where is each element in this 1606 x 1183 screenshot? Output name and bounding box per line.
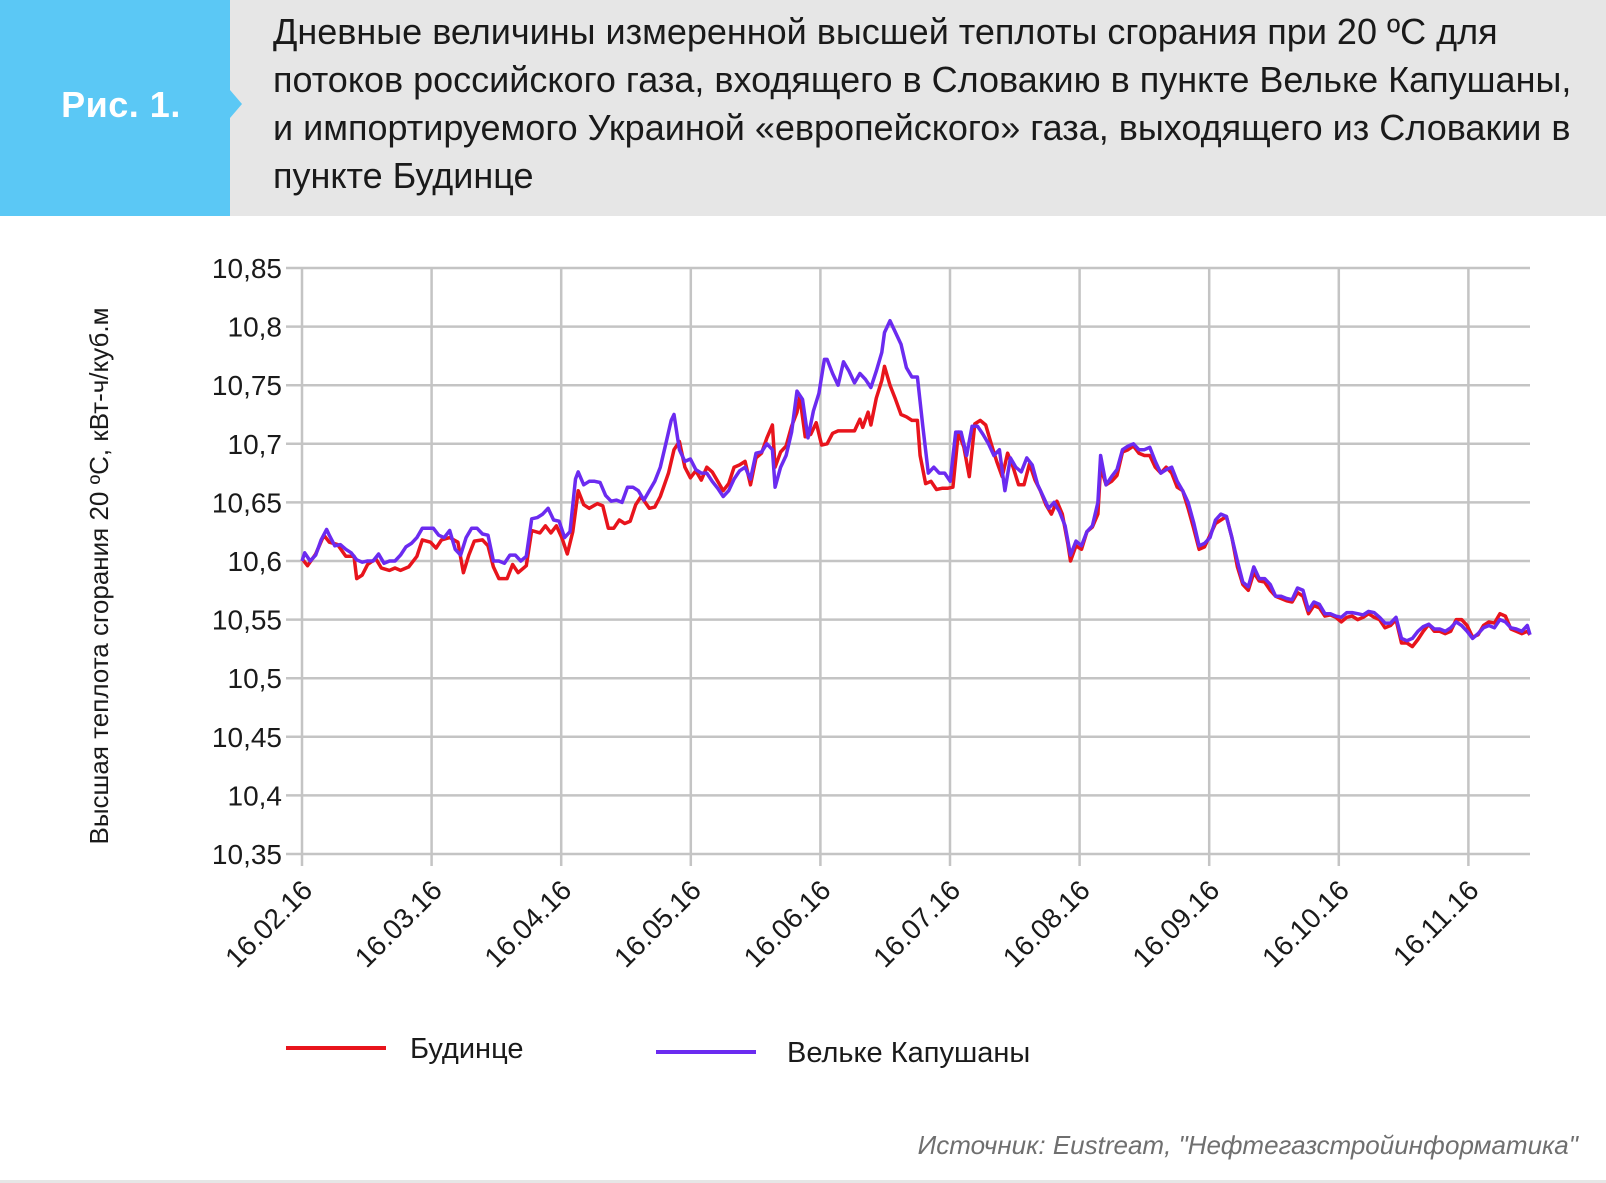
source-note: Источник: Eustream, "Нефтегазстройинформ…	[917, 1130, 1578, 1160]
y-tick-label: 10,55	[212, 605, 282, 636]
x-tick-label: 16.05.16	[608, 874, 707, 973]
legend-label-velke-kapushany: Вельке Капушаны	[787, 1037, 1030, 1069]
x-tick-label: 16.09.16	[1126, 874, 1225, 973]
y-tick-label: 10,4	[228, 780, 283, 811]
x-tick-label: 16.03.16	[349, 874, 448, 973]
legend-label-budince: Будинце	[410, 1033, 523, 1065]
series-line-velke-kapushany	[300, 318, 1532, 643]
x-tick-label: 16.08.16	[997, 874, 1096, 973]
chart-panel: 10,85 10,8 10,75 10,7 10,65 10,6 10,55 10,5 10,4…	[0, 216, 1606, 1180]
badge-shape	[0, 0, 242, 216]
series-lines	[300, 318, 1532, 649]
figure-header: Рис. 1. Дневные величины измеренной высш…	[0, 0, 1606, 216]
y-tick-label: 10,85	[212, 253, 282, 284]
figure-title: Дневные величины измеренной высшей тепло…	[273, 11, 1572, 196]
x-tick-label: 16.02.16	[219, 874, 318, 973]
y-tick-label: 10,65	[212, 487, 282, 518]
figure-label: Рис. 1.	[61, 84, 181, 125]
x-axis-ticks: 16.02.16 16.03.16 16.04.16 16.05.16 16.06.16…	[219, 874, 1484, 973]
y-tick-label: 10,75	[212, 370, 282, 401]
legend: Будинце Вельке Капушаны	[286, 1033, 1030, 1069]
y-tick-label: 10,8	[228, 312, 283, 343]
x-tick-label: 16.04.16	[478, 874, 577, 973]
x-tick-label: 16.06.16	[738, 874, 837, 973]
x-tick-label: 16.10.16	[1256, 874, 1355, 973]
figure-badge: Рис. 1.	[0, 0, 242, 216]
x-tick-label: 16.07.16	[867, 874, 966, 973]
y-tick-label: 10,6	[228, 546, 283, 577]
y-tick-label: 10,45	[212, 722, 282, 753]
grid-lines	[286, 266, 1530, 866]
y-axis-ticks: 10,85 10,8 10,75 10,7 10,65 10,6 10,55 10,5 10,4…	[212, 253, 282, 870]
y-tick-label: 10,35	[212, 839, 282, 870]
y-axis-label: Высшая теплота сгорания 20 ºС, кВт-ч/куб…	[84, 308, 114, 845]
line-chart: 10,85 10,8 10,75 10,7 10,65 10,6 10,55 10,5 10,4…	[84, 253, 1532, 1069]
y-tick-label: 10,7	[228, 429, 283, 460]
x-tick-label: 16.11.16	[1387, 874, 1485, 972]
y-tick-label: 10,5	[228, 663, 283, 694]
series-line-budince	[300, 364, 1532, 649]
